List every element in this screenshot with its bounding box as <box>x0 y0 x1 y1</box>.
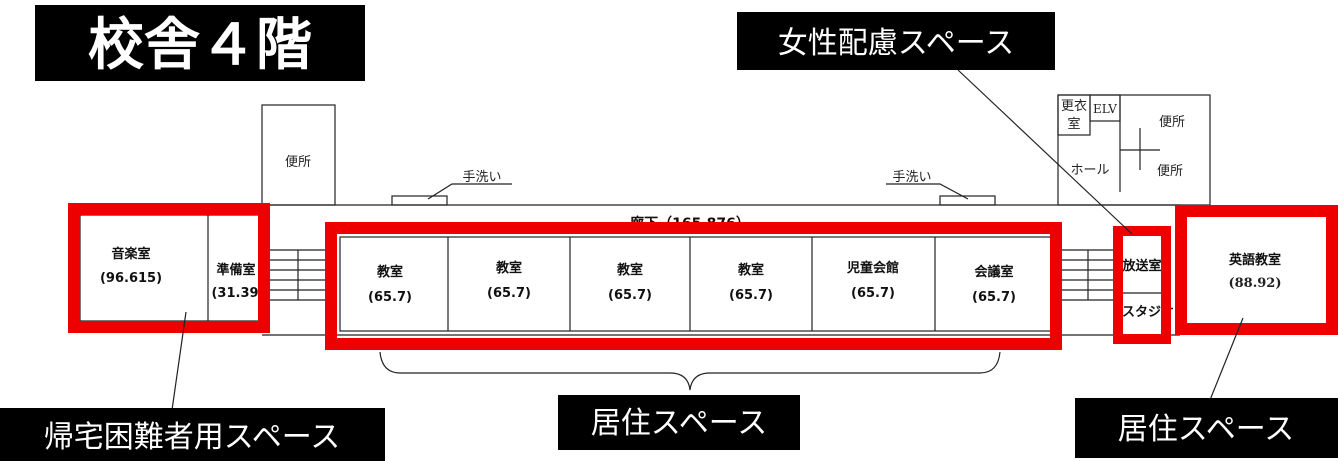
broadcast-room-name: 放送室 <box>1121 258 1161 274</box>
room-2-area: (65.7) <box>487 286 531 301</box>
women-space-leader-line <box>957 69 1133 235</box>
music-room-area: (96.615) <box>100 271 162 286</box>
hand-wash-left-label: 手洗い <box>462 170 501 185</box>
room-4-name: 教室 <box>737 262 764 278</box>
stranded-space-leader-line <box>171 311 187 411</box>
room-6-name: 会議室 <box>974 264 1013 280</box>
english-room-name: 英語教室 <box>1228 252 1281 268</box>
living-space-highlight-box <box>325 222 1062 350</box>
living-space-right-label: 居住スペース <box>1118 412 1294 447</box>
hand-wash-left: 手洗い <box>391 170 512 206</box>
prep-room-name: 準備室 <box>216 262 255 278</box>
classroom-row: 教室 (65.7) 教室 (65.7) 教室 (65.7) 教室 (65.7) … <box>325 222 1062 350</box>
room-5-area: (65.7) <box>851 286 895 301</box>
room-4-area: (65.7) <box>729 288 773 303</box>
broadcast-room-group: 放送室 スタジオ <box>1113 226 1174 344</box>
toilet-left-label: 便所 <box>285 155 311 170</box>
music-room-name: 音楽室 <box>111 246 150 262</box>
living-space-right-leader-line <box>1209 317 1244 401</box>
stranded-highlight-box <box>68 203 270 333</box>
annex-toilet-bottom-label: 便所 <box>1157 164 1183 179</box>
hand-wash-right: 手洗い <box>886 170 996 206</box>
women-space-highlight-box <box>1113 226 1171 344</box>
hand-wash-right-label: 手洗い <box>892 170 931 185</box>
english-room-area: (88.92) <box>1228 276 1281 291</box>
prep-room-area: (31.39) <box>211 286 264 301</box>
title-badge: 校舎４階 <box>35 5 365 81</box>
music-room-group: 音楽室 (96.615) 準備室 (31.39) <box>68 203 270 333</box>
toilet-left: 便所 <box>261 104 336 206</box>
annex-toilet-top-label: 便所 <box>1159 115 1185 130</box>
room-3-name: 教室 <box>616 262 643 278</box>
room-6-area: (65.7) <box>972 290 1016 305</box>
stranded-space-callout: 帰宅困難者用スペース <box>0 408 385 461</box>
living-space-right-highlight-box <box>1175 205 1338 335</box>
living-space-center-callout: 居住スペース <box>558 395 800 450</box>
stairs-left <box>270 249 328 301</box>
living-space-right-callout: 居住スペース <box>1075 398 1338 458</box>
elevator-label: ELV <box>1093 102 1117 116</box>
annex-block: 更衣 室 ELV 便所 便所 ホール <box>1057 94 1211 206</box>
room-5-name: 児童会館 <box>846 260 899 276</box>
page-title: 校舎４階 <box>88 13 312 78</box>
classroom-brace <box>379 351 1001 391</box>
room-3-area: (65.7) <box>608 288 652 303</box>
changing-room-label-top: 更衣 <box>1061 98 1087 114</box>
stairs-right <box>1060 249 1115 301</box>
women-space-label: 女性配慮スペース <box>778 26 1014 61</box>
hall-label: ホール <box>1070 163 1109 178</box>
room-2-name: 教室 <box>495 260 522 276</box>
changing-room-label-bottom: 室 <box>1067 116 1080 132</box>
stranded-space-label: 帰宅困難者用スペース <box>44 420 340 455</box>
room-1-name: 教室 <box>376 264 403 280</box>
living-space-center-label: 居住スペース <box>591 406 767 441</box>
room-1-area: (65.7) <box>368 290 412 305</box>
women-space-callout: 女性配慮スペース <box>737 12 1055 70</box>
english-room-group: 英語教室 (88.92) <box>1175 205 1338 335</box>
